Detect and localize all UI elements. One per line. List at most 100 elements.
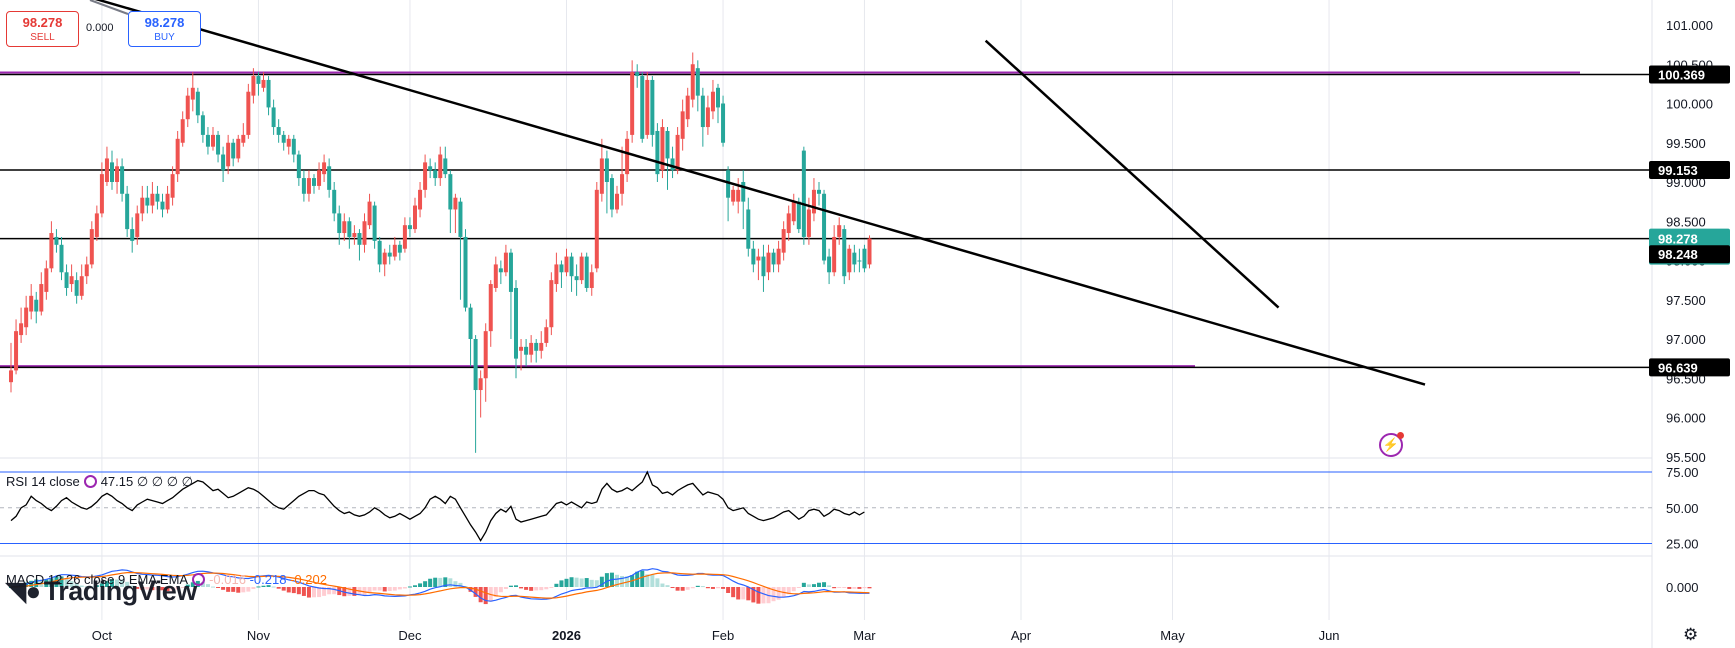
macd-histogram-bar <box>226 587 231 592</box>
macd-legend[interactable]: MACD 12 26 close 9 EMA EMA -0.016 -0.218 … <box>6 572 327 587</box>
price-axis-label: 99.500 <box>1666 136 1706 151</box>
candle-body <box>34 299 39 312</box>
candle-body <box>301 178 306 194</box>
gear-icon[interactable]: ⚙ <box>1683 625 1699 644</box>
time-axis-label: Feb <box>712 628 734 643</box>
candle-body <box>155 193 160 202</box>
macd-histogram-bar <box>453 581 458 587</box>
candle-body <box>125 193 130 230</box>
macd-histogram-bar <box>332 587 337 595</box>
candle-body <box>200 115 205 135</box>
macd-histogram-bar <box>736 587 741 600</box>
rsi-title: RSI 14 close <box>6 474 80 489</box>
macd-histogram-bar <box>251 587 256 590</box>
candle-body <box>322 162 327 175</box>
macd-histogram-bar <box>312 587 316 598</box>
candle-body <box>150 193 155 206</box>
candle-body <box>413 205 417 230</box>
candle-body <box>781 229 786 253</box>
candle-body <box>620 174 625 194</box>
candle-body <box>306 178 311 194</box>
candle-body <box>84 264 89 277</box>
macd-histogram-bar <box>705 587 710 589</box>
macd-histogram-bar <box>24 582 29 587</box>
trendline <box>984 39 1280 309</box>
candle-body <box>498 268 503 273</box>
time-axis-label: Apr <box>1011 628 1032 643</box>
buy-price: 98.278 <box>144 15 185 30</box>
macd-histogram-bar <box>867 587 872 589</box>
macd-histogram-bar <box>857 587 862 589</box>
macd-histogram-bar <box>34 579 39 587</box>
macd-histogram-bar <box>862 587 867 589</box>
sell-button[interactable]: 98.278 SELL <box>6 11 79 47</box>
candle-body <box>478 378 483 391</box>
candle-body <box>731 189 736 202</box>
macd-hist-value: -0.016 <box>209 572 246 587</box>
candle-body <box>579 256 584 281</box>
buy-button[interactable]: 98.278 BUY <box>128 11 201 47</box>
macd-histogram-bar <box>524 587 529 590</box>
macd-histogram-bar <box>710 587 715 589</box>
candle-body <box>180 119 185 143</box>
candle-body <box>766 252 771 273</box>
macd-histogram-bar <box>771 587 776 602</box>
candle-body <box>539 342 544 351</box>
candle-body <box>710 91 715 112</box>
candle-body <box>69 276 74 285</box>
candle-body <box>483 331 488 379</box>
time-axis-label: Mar <box>853 628 876 643</box>
rsi-legend[interactable]: RSI 14 close 47.15 ∅ ∅ ∅ ∅ <box>6 474 193 490</box>
candle-body <box>635 72 640 77</box>
candle-body <box>216 134 221 155</box>
macd-histogram-bar <box>286 587 291 593</box>
candle-body <box>337 213 342 234</box>
candle-body <box>534 342 539 351</box>
macd-histogram-bar <box>231 587 236 592</box>
candle-body <box>842 229 847 277</box>
macd-histogram-bar <box>660 583 665 587</box>
indicator-settings-icon[interactable] <box>192 573 206 586</box>
macd-histogram-bar <box>352 587 357 596</box>
macd-histogram-bar <box>221 587 226 590</box>
price-tag-low-marker: 98.248 <box>1658 247 1698 262</box>
macd-histogram-bar <box>291 587 296 594</box>
candle-body <box>115 166 120 182</box>
candle-body <box>695 68 700 96</box>
macd-histogram-bar <box>150 587 155 591</box>
candle-body <box>79 276 84 296</box>
macd-histogram-bar <box>822 582 827 587</box>
macd-histogram-bar <box>59 576 64 587</box>
price-tag-low-marker-bg <box>1649 245 1730 264</box>
macd-histogram-bar <box>589 579 594 587</box>
macd-histogram-bar <box>99 583 104 587</box>
macd-histogram-bar <box>125 581 130 587</box>
macd-histogram-bar <box>473 587 478 597</box>
price-tag-lower: 96.639 <box>1658 360 1698 375</box>
candle-body <box>463 236 468 308</box>
candle-body <box>9 370 13 383</box>
price-tag-upper-bg <box>1649 65 1730 84</box>
macd-histogram-bar <box>104 581 109 587</box>
candle-body <box>372 205 377 241</box>
indicator-settings-icon[interactable] <box>83 475 97 488</box>
candle-body <box>54 236 59 245</box>
candle-body <box>473 339 478 391</box>
notification-dot <box>1397 432 1404 439</box>
candle-body <box>796 201 801 230</box>
candle-body <box>660 127 665 171</box>
macd-histogram-bar <box>74 583 79 587</box>
macd-histogram-bar <box>620 576 625 587</box>
candle-body <box>332 189 337 214</box>
macd-histogram-bar <box>276 587 281 589</box>
tv-logo-icon: ◥● <box>6 576 41 606</box>
rsi-axis-label: 25.00 <box>1666 537 1699 552</box>
candle-body <box>549 280 554 328</box>
candle-body <box>327 166 332 190</box>
macd-histogram-bar <box>640 570 645 587</box>
lightning-icon[interactable]: ⚡ <box>1379 432 1404 457</box>
candle-body <box>594 189 599 269</box>
rsi-value: 47.15 <box>100 474 134 489</box>
price-axis-label: 101.000 <box>1666 18 1713 33</box>
